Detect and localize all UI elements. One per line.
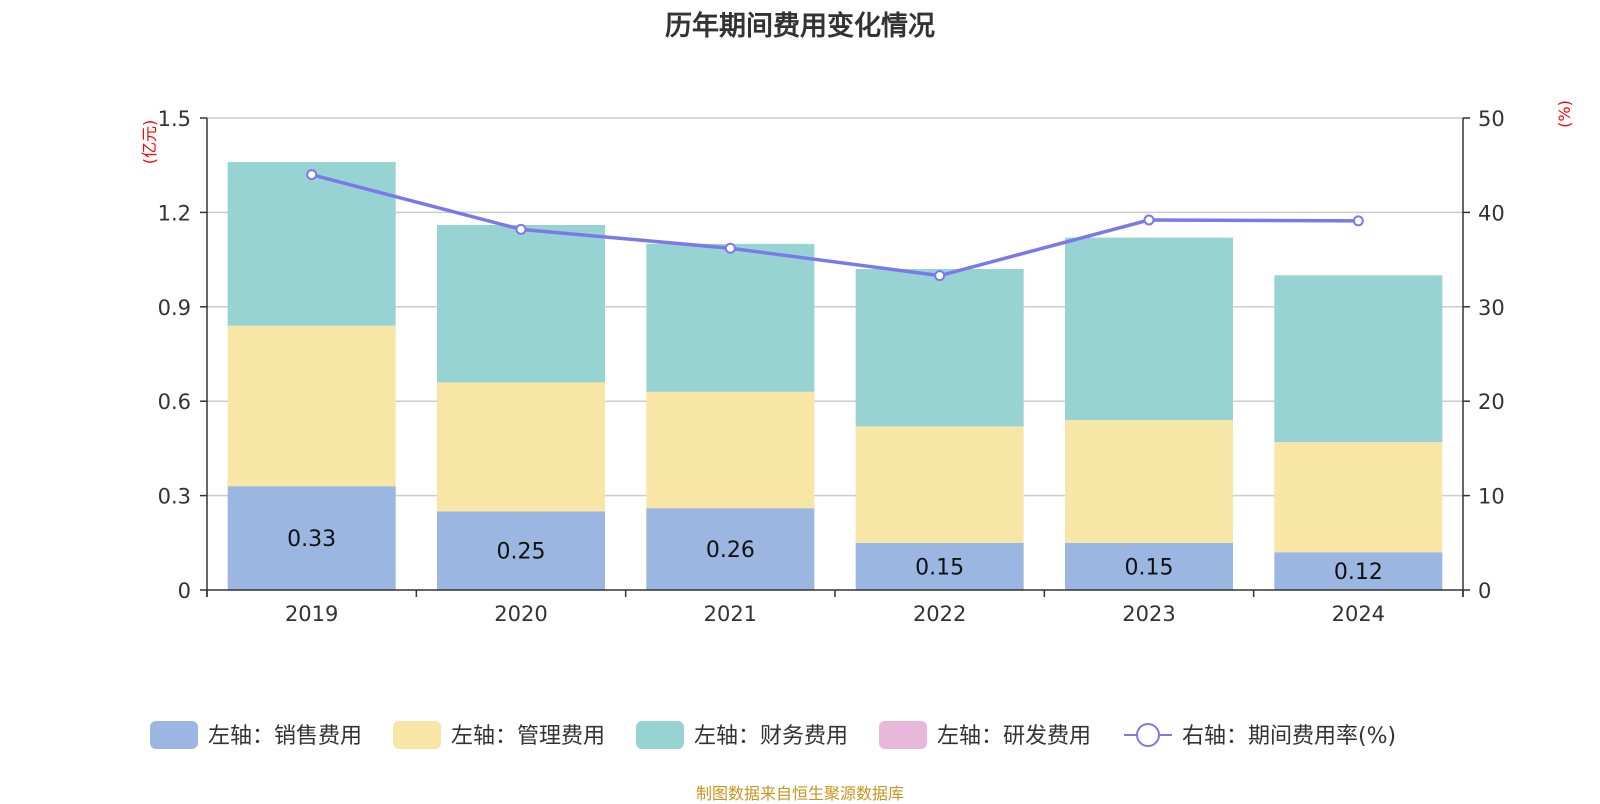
bar-segment	[1065, 542, 1233, 590]
x-axis-tick-label: 2021	[704, 602, 757, 626]
rate-line	[311, 172, 1359, 278]
bar-data-label: 0.26	[706, 538, 755, 563]
right-axis-tick-label: 0	[1478, 579, 1491, 603]
x-axis-tick-label: 2022	[913, 602, 966, 626]
bar-segment	[855, 269, 1024, 427]
grid-lines	[207, 117, 1463, 497]
left-axis-tick-label: 1.2	[158, 201, 191, 225]
legend: 左轴：销售费用 左轴：管理费用 左轴：财务费用 左轴：研发费用 右轴：期间费用率(%)	[150, 721, 1396, 749]
bar-segment	[227, 486, 396, 590]
legend-swatch	[150, 721, 198, 749]
x-axis-tick-label: 2024	[1332, 602, 1385, 626]
left-axis-tick-label: 0.9	[158, 296, 191, 320]
left-axis-unit-label: (亿元)	[140, 120, 159, 165]
bar-segment	[646, 391, 815, 509]
left-axis-tick-label: 0	[178, 579, 191, 603]
right-axis-tick-label: 20	[1478, 390, 1505, 414]
bar-series	[227, 162, 1443, 590]
rate-point	[724, 242, 736, 254]
legend-swatch	[393, 721, 441, 749]
legend-label: 右轴：期间费用率(%)	[1182, 724, 1396, 749]
x-axis-tick-label: 2019	[285, 602, 338, 626]
chart-canvas: 0 0.3 0.6 0.9 1.2 1.5 0 10 20 30 40 50 (亿元) (%) 2019 20…	[140, 100, 1574, 749]
bar-segment	[1274, 552, 1443, 590]
left-axis-tick-label: 1.5	[158, 107, 191, 131]
legend-label: 左轴：研发费用	[937, 724, 1091, 749]
chart-title: 历年期间费用变化情况	[665, 11, 935, 42]
legend-swatch	[636, 721, 684, 749]
legend-label: 左轴：财务费用	[694, 724, 848, 749]
bar-data-label: 0.15	[915, 555, 964, 580]
left-axis-tick-label: 0.6	[158, 390, 191, 414]
bar-segment	[227, 325, 396, 487]
rate-point	[515, 223, 527, 235]
bar-segment	[646, 243, 815, 392]
legend-label: 左轴：销售费用	[208, 724, 362, 749]
bar-data-label: 0.15	[1125, 555, 1174, 580]
x-axis-tick-label: 2023	[1122, 602, 1175, 626]
legend-label: 左轴：管理费用	[451, 724, 605, 749]
axes: 0 0.3 0.6 0.9 1.2 1.5 0 10 20 30 40 50 (亿元) (%) 2019 20…	[140, 100, 1574, 626]
bar-segment	[1274, 442, 1443, 553]
rate-line-series	[306, 169, 1364, 282]
rate-point	[306, 169, 318, 181]
bar-segment	[437, 224, 605, 383]
bar-segment	[1065, 420, 1233, 543]
right-axis-tick-label: 50	[1478, 107, 1505, 131]
bar-segment	[227, 162, 396, 326]
bar-segment	[855, 426, 1024, 543]
left-axis-tick-label: 0.3	[158, 485, 191, 509]
rate-point	[934, 270, 946, 282]
source-note: 制图数据来自恒生聚源数据库	[695, 784, 904, 803]
bar-segment	[437, 511, 605, 590]
legend-marker	[1136, 723, 1160, 747]
right-axis-unit-label: (%)	[1555, 100, 1574, 128]
x-axis-tick-label: 2020	[494, 602, 547, 626]
bar-data-label: 0.25	[497, 540, 546, 565]
bar-segment	[1274, 275, 1443, 443]
rate-point	[1352, 215, 1364, 227]
right-axis-tick-label: 30	[1478, 296, 1505, 320]
bar-data-labels: 0.33 0.25 0.26 0.15 0.15 0.12	[287, 527, 1383, 585]
rate-point	[1143, 214, 1155, 226]
bar-data-label: 0.33	[287, 527, 336, 552]
right-axis-tick-label: 40	[1478, 201, 1505, 225]
bar-segment	[646, 508, 815, 590]
right-axis-tick-label: 10	[1478, 485, 1505, 509]
bar-segment	[437, 382, 605, 512]
legend-swatch	[879, 721, 927, 749]
bar-segment	[1065, 237, 1233, 421]
bar-segment	[855, 542, 1024, 590]
bar-data-label: 0.12	[1334, 560, 1383, 585]
